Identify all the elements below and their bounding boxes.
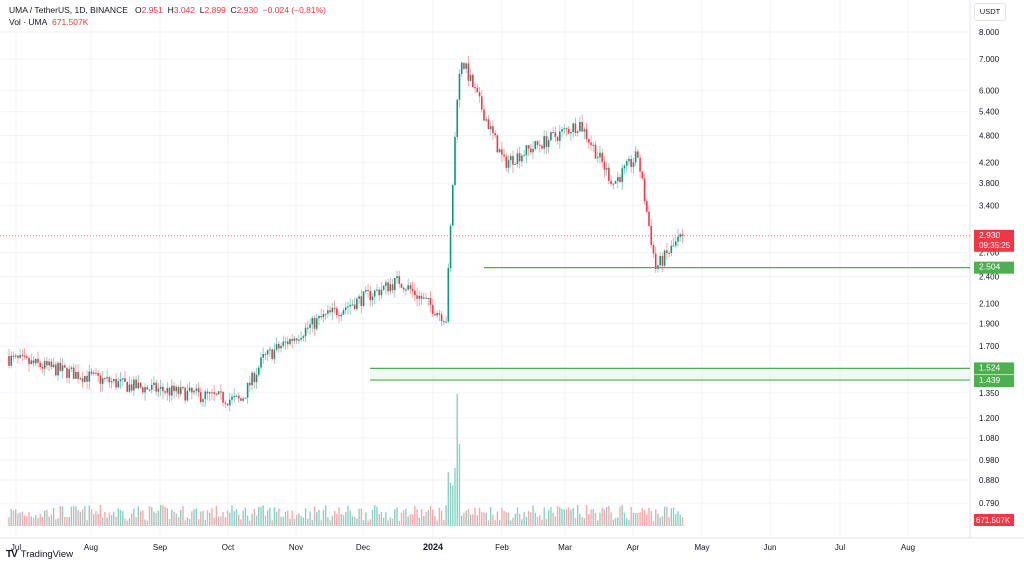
volume-value: 671.507K — [52, 17, 89, 27]
price-axis-label: 2.700 — [979, 248, 1000, 257]
price-axis-label: 3.800 — [979, 179, 1000, 188]
svg-text:1.524: 1.524 — [979, 362, 1001, 372]
volume-tag — [974, 514, 1014, 526]
time-axis-label: May — [694, 543, 709, 552]
time-axis-label: 2024 — [423, 542, 443, 552]
price-axis-label: 1.080 — [979, 434, 1000, 443]
volume-row: Vol · UMA 671.507K — [9, 16, 326, 28]
price-axis-label: 0.880 — [979, 476, 1000, 485]
tradingview-logo-icon: TV — [6, 549, 18, 560]
price-axis-label: 4.200 — [979, 159, 1000, 168]
time-axis-label: Dec — [356, 543, 370, 552]
svg-text:09:35:25: 09:35:25 — [979, 241, 1011, 250]
last-price-tag — [974, 229, 1014, 252]
level-tag-2504 — [974, 261, 1014, 274]
ohlc-row: UMA / TetherUS, 1D, BINANCE O2.951 H3.04… — [9, 4, 326, 16]
close-label: C — [230, 5, 237, 15]
price-axis-label: 4.800 — [979, 132, 1000, 141]
price-axis-label: 3.400 — [979, 202, 1000, 211]
chart-legend: UMA / TetherUS, 1D, BINANCE O2.951 H3.04… — [9, 4, 326, 28]
low-value: 2.899 — [204, 5, 226, 15]
time-axis-label: Oct — [222, 543, 235, 552]
price-axis-label: 7.000 — [979, 55, 1000, 64]
close-value: 2.930 — [236, 5, 258, 15]
svg-text:2.930: 2.930 — [979, 230, 1001, 240]
price-axis-label: 5.400 — [979, 108, 1000, 117]
time-axis-label: Apr — [627, 543, 640, 552]
price-axis-label: 8.000 — [979, 28, 1000, 37]
tradingview-brand: TV TradingView — [6, 549, 73, 560]
time-axis-label: Aug — [84, 543, 98, 552]
time-axis-label: Aug — [901, 543, 915, 552]
time-axis-label: Feb — [495, 543, 509, 552]
time-axis-label: Jul — [11, 543, 21, 552]
volume-label[interactable]: Vol · UMA — [9, 17, 48, 27]
price-axis-label: 0.790 — [979, 499, 1000, 508]
price-axis-label: 1.700 — [979, 342, 1000, 351]
open-value: 2.951 — [141, 5, 163, 15]
price-axis-label: 2.400 — [979, 272, 1000, 281]
level-tag-1439 — [974, 375, 1014, 388]
price-axis-label: 2.100 — [979, 299, 1000, 308]
support-zone[interactable] — [370, 368, 970, 381]
time-axis-label: Nov — [289, 543, 303, 552]
price-axis-label: 1.350 — [979, 389, 1000, 398]
change-value: −0.024 (−0.81%) — [262, 5, 327, 15]
price-axis-label: 1.200 — [979, 414, 1000, 423]
svg-text:1.439: 1.439 — [979, 375, 1001, 385]
symbol-title[interactable]: UMA / TetherUS, 1D, BINANCE — [9, 5, 128, 15]
svg-text:671.507K: 671.507K — [976, 516, 1011, 525]
time-axis-label: Mar — [558, 543, 572, 552]
high-label: H — [167, 5, 174, 15]
price-axis-label: 0.980 — [979, 456, 1000, 465]
level-tag-1524 — [974, 362, 1014, 375]
time-axis-label: Sep — [153, 543, 168, 552]
price-axis-label: 6.000 — [979, 86, 1000, 95]
open-label: O — [134, 5, 142, 15]
time-axis-label: Jun — [764, 543, 777, 552]
currency-button[interactable]: USDT — [974, 3, 1006, 21]
brand-label: TradingView — [20, 549, 74, 560]
price-axis-label: 1.900 — [979, 320, 1000, 329]
high-value: 3.042 — [173, 5, 196, 15]
low-label: L — [199, 5, 205, 15]
svg-text:2.504: 2.504 — [979, 262, 1001, 272]
time-axis-label: Jul — [835, 543, 845, 552]
